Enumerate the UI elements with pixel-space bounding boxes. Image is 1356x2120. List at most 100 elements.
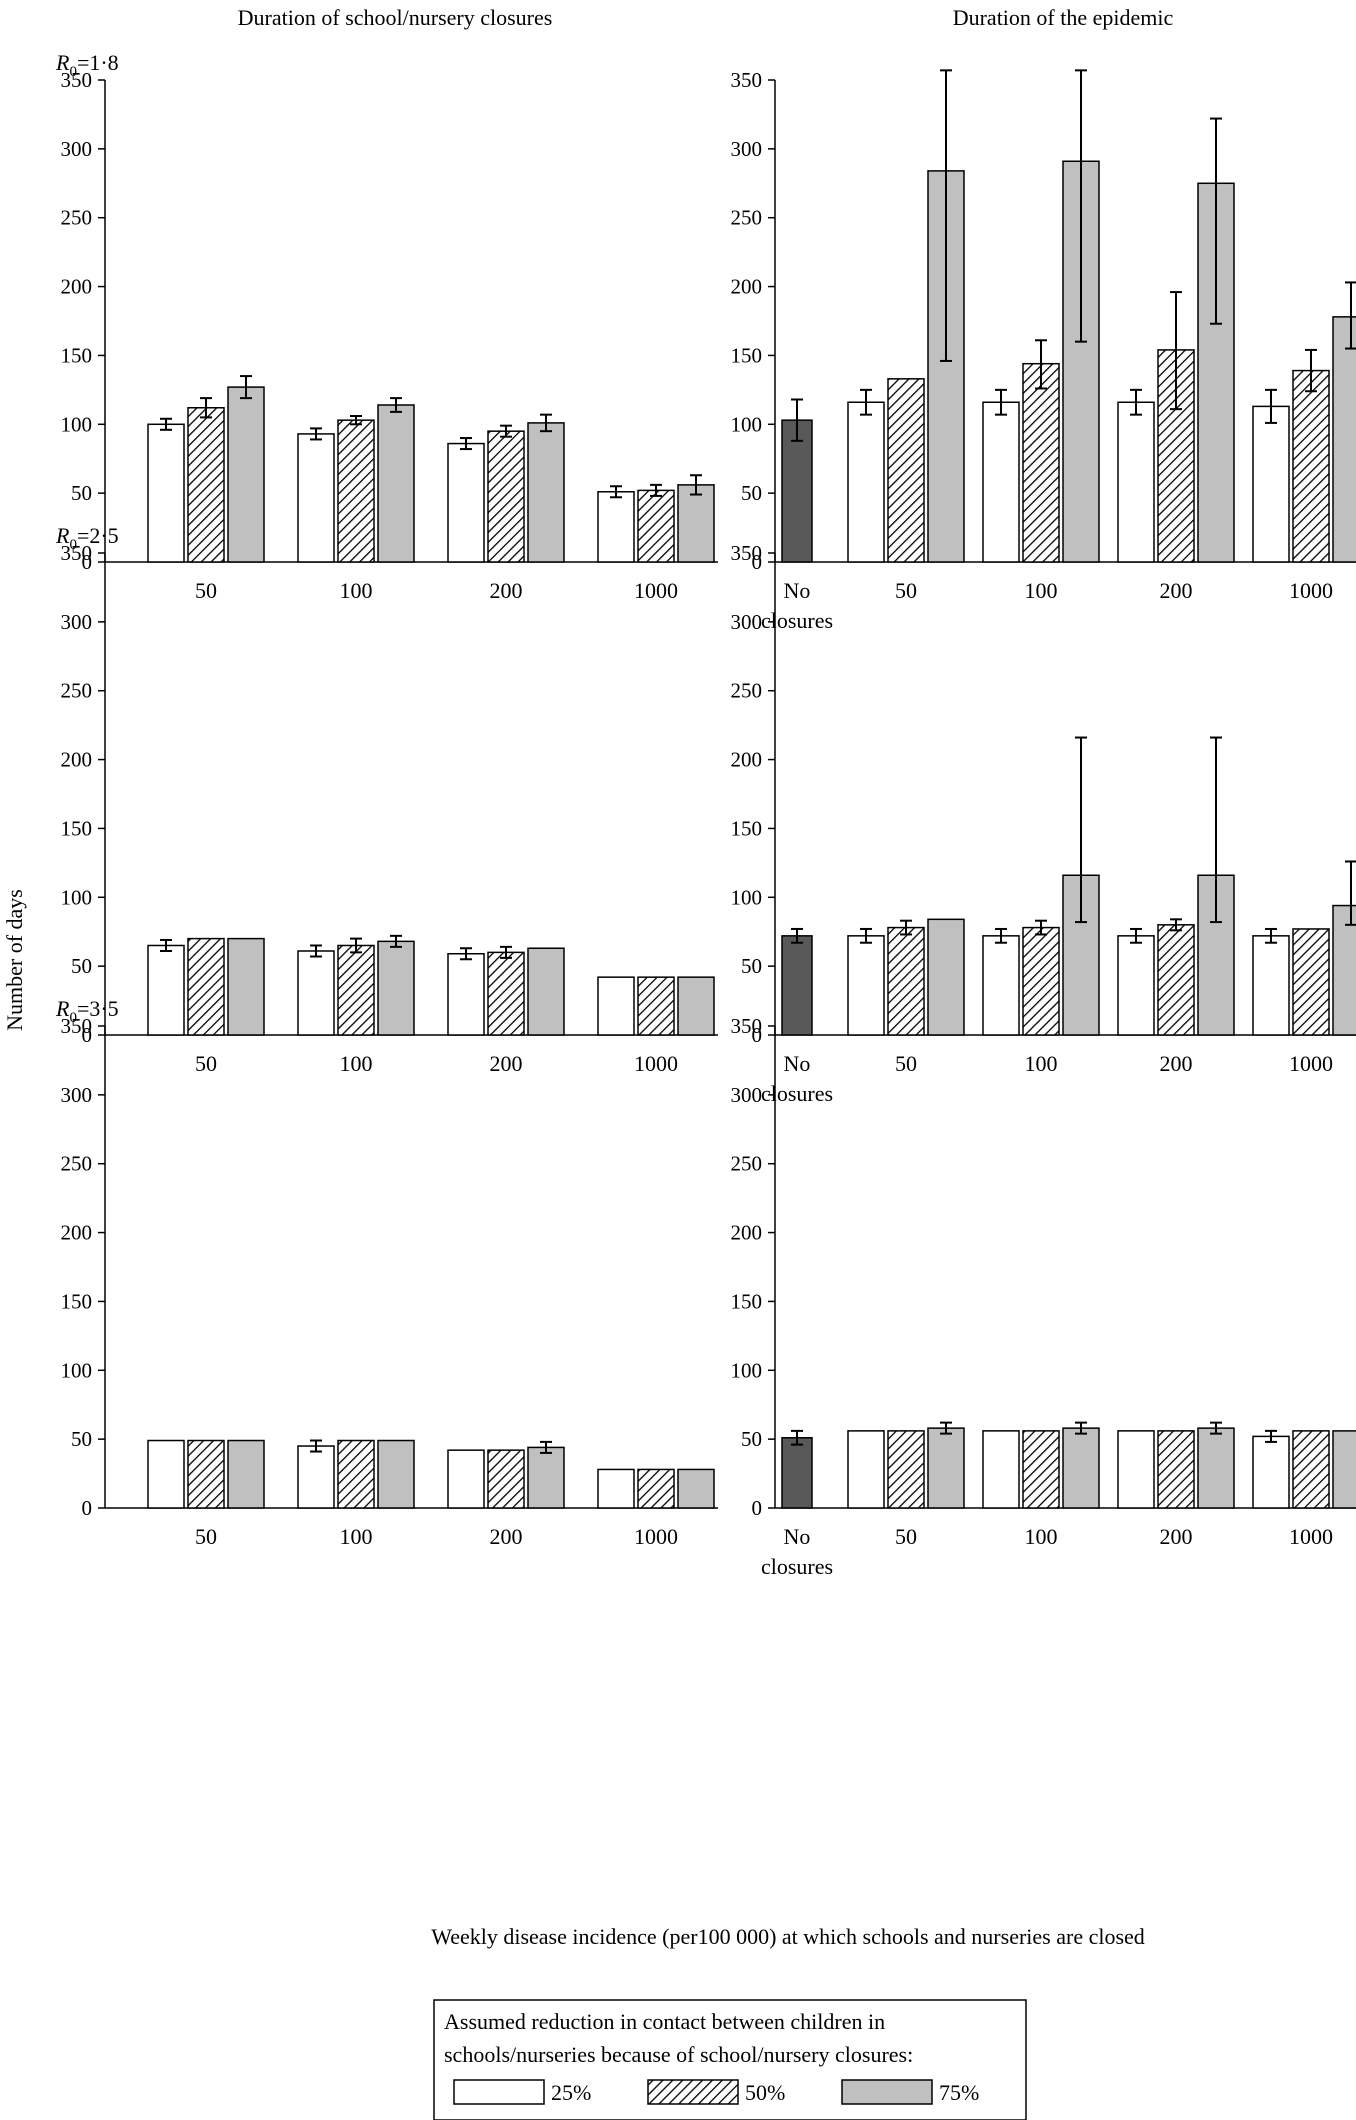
x-tick-label: 1000 (634, 1524, 678, 1549)
x-tick-label: 1000 (1289, 1524, 1333, 1549)
bar-75pct-50 (227, 386, 265, 563)
x-tick-label: 100 (340, 578, 373, 603)
bar-75pct-1000 (677, 1468, 715, 1509)
y-tick-label: 50 (741, 954, 762, 978)
y-tick-label: 200 (731, 748, 763, 772)
y-tick-label: 300 (731, 1083, 763, 1107)
bar-75pct-100 (1062, 1427, 1100, 1509)
bar-50pct-50 (187, 407, 225, 563)
legend: Assumed reduction in contact between chi… (433, 1999, 1027, 2120)
y-tick-label: 350 (731, 1014, 763, 1038)
legend-swatch-25 (453, 2079, 545, 2105)
x-tick-label: 50 (195, 1051, 217, 1076)
y-tick-label: 150 (731, 1289, 763, 1313)
bar-50pct-100 (337, 1439, 375, 1509)
x-axis-title: Weekly disease incidence (per100 000) at… (431, 1924, 1145, 1949)
legend-label-75: 75% (939, 2080, 979, 2105)
bar-no-closures (781, 1437, 813, 1509)
bar-25pct-1000 (597, 491, 635, 563)
bar-25pct-100 (982, 935, 1020, 1036)
y-tick-label: 50 (71, 481, 92, 505)
r0-symbol: R (55, 523, 70, 548)
bar-75pct-50 (227, 937, 265, 1036)
bar-75pct-100 (377, 404, 415, 563)
y-tick-label: 50 (741, 481, 762, 505)
panel-epidemic-row1: 0 50 100 150 200 250 300 350 No closures 50 100 200 1… (731, 541, 1356, 1106)
bar-25pct-200 (447, 442, 485, 563)
bar-75pct-50 (227, 1439, 265, 1509)
bar-25pct-1000 (1252, 935, 1290, 1036)
x-tick-label-no: No (784, 1524, 811, 1549)
r0-value: =1·8 (77, 50, 119, 75)
bar-25pct-100 (297, 1445, 335, 1509)
bar-75pct-1000 (677, 976, 715, 1036)
y-tick-label: 100 (731, 885, 763, 909)
bar-50pct-1000 (1292, 1430, 1330, 1509)
y-tick-label: 300 (731, 137, 763, 161)
y-tick-label: 100 (61, 1358, 93, 1382)
x-tick-label: 200 (490, 1524, 523, 1549)
bar-50pct-1000 (637, 976, 675, 1036)
panel-epidemic-row0: 0 50 100 150 200 250 300 350 No closures 50 100 200 1… (731, 68, 1356, 633)
y-tick-label: 150 (731, 343, 763, 367)
y-tick-label: 0 (82, 1023, 93, 1047)
bar-25pct-50 (147, 944, 185, 1036)
bar-25pct-200 (1117, 1430, 1155, 1509)
y-tick-label: 150 (61, 1289, 93, 1313)
y-tick-label: 200 (731, 1221, 763, 1245)
x-tick-label: 100 (340, 1524, 373, 1549)
y-axis-title: Number of days (2, 889, 27, 1031)
r0-symbol: R (55, 996, 70, 1021)
r0-label: R0=3·5 (55, 996, 119, 1026)
legend-caption-line2: schools/nurseries because of school/nurs… (444, 2042, 913, 2067)
bar-25pct-100 (982, 401, 1020, 563)
r0-label: R0=1·8 (55, 50, 119, 80)
bar-no-closures (781, 935, 813, 1036)
bar-no-closures (781, 419, 813, 563)
x-tick-label: 50 (195, 1524, 217, 1549)
r0-label: R0=2·5 (55, 523, 119, 553)
y-tick-label: 250 (61, 1152, 93, 1176)
y-tick-label: 250 (731, 679, 763, 703)
bar-50pct-200 (487, 951, 525, 1036)
bar-25pct-200 (447, 952, 485, 1036)
r0-subscript: 0 (69, 1010, 77, 1026)
bar-75pct-1000 (1332, 316, 1356, 563)
y-tick-label: 350 (61, 541, 93, 565)
r0-subscript: 0 (69, 537, 77, 553)
y-tick-label: 100 (61, 885, 93, 909)
legend-caption-line1: Assumed reduction in contact between chi… (444, 2009, 885, 2034)
bar-50pct-100 (337, 419, 375, 563)
bar-25pct-100 (982, 1430, 1020, 1509)
y-tick-label: 300 (61, 610, 93, 634)
x-tick-label: 50 (895, 578, 917, 603)
bar-25pct-50 (847, 401, 885, 563)
legend-swatch-75 (841, 2079, 933, 2105)
r0-subscript: 0 (69, 64, 77, 80)
y-tick-label: 200 (731, 275, 763, 299)
bar-50pct-1000 (637, 1468, 675, 1509)
panel-epidemic-row2: 0 50 100 150 200 250 300 350 No closures 50 100 200 1… (731, 1014, 1356, 1579)
y-tick-label: 350 (731, 68, 763, 92)
bar-75pct-200 (527, 1446, 565, 1509)
bar-50pct-50 (187, 1439, 225, 1509)
bar-75pct-1000 (677, 484, 715, 563)
y-tick-label: 0 (752, 550, 763, 574)
y-tick-label: 350 (731, 541, 763, 565)
legend-swatch-50 (647, 2079, 739, 2105)
y-tick-label: 100 (61, 412, 93, 436)
bar-25pct-200 (447, 1449, 485, 1509)
bar-25pct-100 (297, 433, 335, 563)
bar-50pct-200 (1157, 1430, 1195, 1509)
x-tick-label-no: No (784, 1051, 811, 1076)
bar-50pct-200 (1157, 924, 1195, 1036)
x-tick-label: 1000 (634, 1051, 678, 1076)
bar-75pct-50 (927, 1427, 965, 1509)
x-tick-label: 200 (1160, 578, 1193, 603)
y-tick-label: 250 (61, 206, 93, 230)
x-tick-label: 100 (1025, 1051, 1058, 1076)
y-tick-label: 100 (731, 1358, 763, 1382)
